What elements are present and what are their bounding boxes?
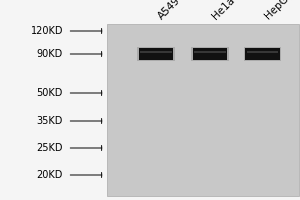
Bar: [137, 47, 175, 61]
Text: He1a: He1a: [210, 0, 236, 21]
Bar: [139, 48, 173, 60]
Bar: [106, 24, 298, 196]
Text: 25KD: 25KD: [37, 143, 63, 153]
Text: 50KD: 50KD: [37, 88, 63, 98]
Bar: [194, 51, 226, 53]
Text: 20KD: 20KD: [37, 170, 63, 180]
Bar: [245, 48, 280, 60]
Text: 35KD: 35KD: [37, 116, 63, 126]
Text: A549: A549: [156, 0, 182, 21]
Text: 90KD: 90KD: [37, 49, 63, 59]
Bar: [140, 51, 172, 53]
Bar: [247, 51, 278, 53]
Bar: [191, 47, 229, 61]
Bar: [244, 47, 281, 61]
Text: 120KD: 120KD: [31, 26, 63, 36]
Bar: [193, 48, 227, 60]
Text: HepG2: HepG2: [262, 0, 295, 21]
